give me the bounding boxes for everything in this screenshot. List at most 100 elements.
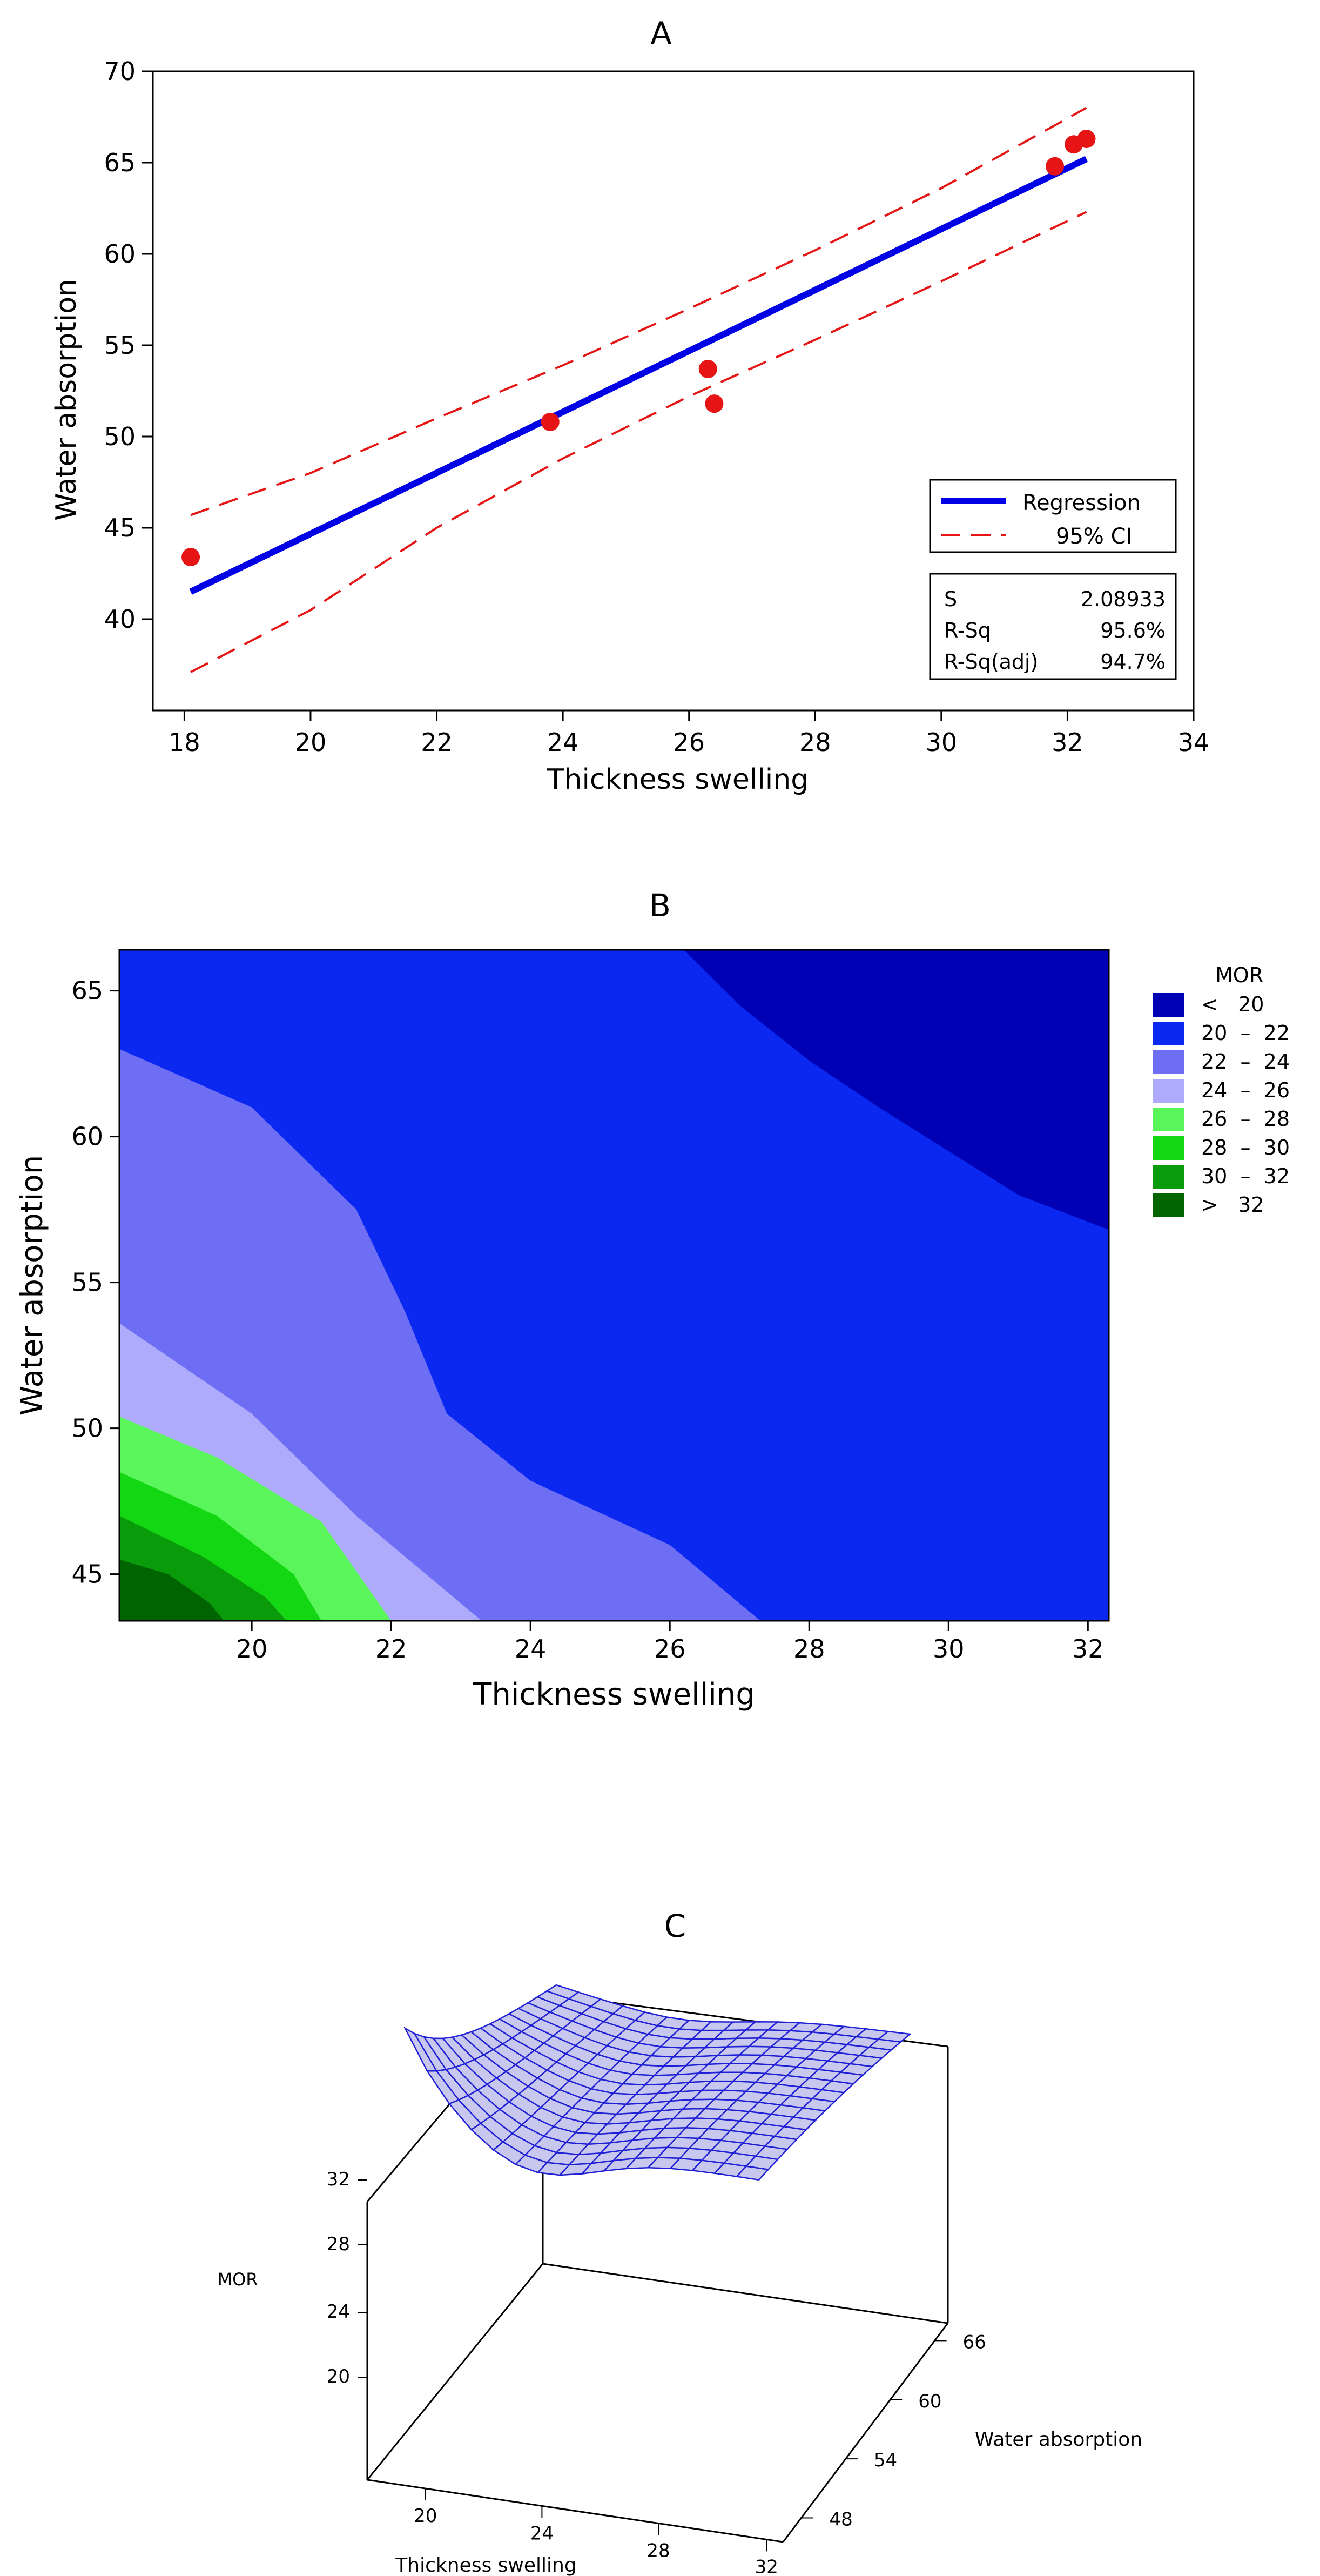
- legend-swatch: [1153, 1165, 1184, 1189]
- x-tick-label: 20: [236, 1634, 268, 1663]
- y-tick-label: 48: [830, 2508, 853, 2530]
- legend-label: 30 – 32: [1201, 1164, 1290, 1188]
- stat-value: 2.08933: [1081, 587, 1166, 611]
- data-point: [705, 394, 724, 413]
- panel-b-x-axis: 20 22 24 26 28 30 32: [236, 1621, 1104, 1663]
- panel-a: A 18 20 22 24 26 28 30 32 34 40 45 50 55 60 65 70 Thic…: [50, 15, 1209, 796]
- y-tick-label: 50: [71, 1414, 103, 1443]
- y-tick-label: 55: [104, 331, 136, 360]
- legend-label: 28 – 30: [1201, 1136, 1290, 1159]
- ci-lower-line: [190, 211, 1087, 673]
- x-tick-label: 28: [646, 2540, 670, 2562]
- y-tick-label: 50: [104, 422, 136, 451]
- legend-swatch: [1153, 1050, 1184, 1074]
- legend-swatch: [1153, 993, 1184, 1017]
- panel-b-legend: < 20 20 – 22 22 – 24 24 – 26 26 – 28 28 – 30 3…: [1153, 992, 1290, 1217]
- panel-a-x-axis: 18 20 22 24 26 28 30 32 34: [169, 710, 1209, 757]
- legend-swatch: [1153, 1022, 1184, 1045]
- y-tick-label: 65: [71, 976, 103, 1005]
- panel-b-x-label: Thickness swelling: [473, 1677, 755, 1712]
- legend-label: 26 – 28: [1201, 1107, 1290, 1131]
- panel-a-x-label: Thickness swelling: [547, 763, 809, 796]
- y-tick-label: 55: [71, 1268, 103, 1297]
- panel-c-x-label: Thickness swelling: [395, 2554, 576, 2576]
- data-point: [1077, 130, 1096, 149]
- x-tick-label: 28: [793, 1634, 825, 1663]
- y-tick-label: 60: [104, 239, 136, 269]
- z-tick-label: 24: [327, 2301, 350, 2323]
- x-tick-label: 26: [654, 1634, 686, 1663]
- panel-b-legend-title: MOR: [1215, 963, 1263, 987]
- panel-c: C 32 28 24 20 20 24 28 32 66 60 54 48 MOR Thickness…: [217, 1908, 1142, 2576]
- legend-label: 24 – 26: [1201, 1078, 1290, 1102]
- x-tick-label: 24: [530, 2523, 554, 2544]
- panel-b-title: B: [649, 887, 671, 924]
- y-tick-label: 54: [874, 2450, 897, 2471]
- legend-label: 22 – 24: [1201, 1050, 1290, 1074]
- x-tick-label: 32: [1072, 1634, 1104, 1663]
- panel-b-y-axis: 45 50 55 60 65: [71, 976, 119, 1589]
- panel-c-axes: 32 28 24 20 20 24 28 32 66 60 54 48: [327, 2169, 986, 2576]
- x-tick-label: 22: [421, 728, 453, 757]
- x-tick-label: 24: [515, 1634, 547, 1663]
- x-tick-label: 30: [933, 1634, 965, 1663]
- y-tick-label: 40: [104, 605, 136, 634]
- data-point: [541, 412, 560, 431]
- legend-swatch: [1153, 1108, 1184, 1131]
- y-tick-label: 66: [963, 2331, 986, 2353]
- y-tick-label: 70: [104, 57, 136, 86]
- data-point: [1046, 157, 1065, 176]
- panel-b-contour-fills: [119, 950, 1109, 1621]
- stat-label: R-Sq: [944, 619, 991, 642]
- x-tick-label: 20: [295, 728, 327, 757]
- legend-swatch: [1153, 1136, 1184, 1160]
- legend-label: < 20: [1201, 992, 1264, 1016]
- stat-label: S: [944, 587, 957, 611]
- stat-value: 94.7%: [1100, 650, 1166, 674]
- box-edge: [782, 2323, 949, 2543]
- y-tick-label: 65: [104, 148, 136, 177]
- legend-label: 20 – 22: [1201, 1021, 1290, 1045]
- x-tick-label: 32: [1052, 728, 1083, 757]
- surface-cell: [877, 2030, 912, 2043]
- y-tick-label: 60: [918, 2391, 941, 2412]
- panel-b-plot-frame: [118, 949, 1110, 1622]
- legend-box: [929, 479, 1177, 553]
- legend-swatch: [1153, 1079, 1184, 1103]
- x-tick-label: 18: [169, 728, 200, 757]
- panel-c-z-label: MOR: [217, 2269, 258, 2290]
- panel-b-y-label: Water absorption: [15, 1155, 50, 1416]
- legend-swatch: [1153, 1193, 1184, 1217]
- x-tick-label: 20: [414, 2505, 437, 2527]
- panel-a-legend: Regression 95% CI: [929, 479, 1177, 553]
- panel-a-y-label: Water absorption: [50, 279, 83, 521]
- panel-a-series: [181, 106, 1096, 673]
- box-edge: [367, 2479, 784, 2543]
- box-edge: [542, 2263, 948, 2324]
- y-tick-label: 45: [71, 1560, 103, 1589]
- z-tick-label: 20: [327, 2366, 350, 2387]
- contour-region: [684, 950, 1109, 1230]
- x-tick-label: 26: [673, 728, 705, 757]
- data-point: [181, 548, 200, 567]
- z-tick-label: 28: [327, 2233, 350, 2255]
- panel-c-surface: [403, 1984, 912, 2181]
- panel-c-title: C: [664, 1908, 686, 1944]
- y-tick-label: 45: [104, 513, 136, 542]
- panel-a-y-axis: 40 45 50 55 60 65 70: [104, 57, 153, 634]
- y-tick-label: 60: [71, 1122, 103, 1151]
- regression-line: [189, 156, 1088, 595]
- panel-a-title: A: [650, 15, 672, 52]
- stats-box: [929, 573, 1177, 680]
- x-tick-label: 34: [1178, 728, 1210, 757]
- stat-label: R-Sq(adj): [944, 650, 1038, 674]
- contour-region: [119, 1559, 224, 1621]
- legend-regression-label: Regression: [1022, 491, 1141, 515]
- stat-value: 95.6%: [1100, 619, 1166, 642]
- data-point: [698, 359, 717, 378]
- legend-label: > 32: [1201, 1193, 1264, 1217]
- x-tick-label: 32: [755, 2556, 778, 2576]
- x-tick-label: 30: [926, 728, 958, 757]
- x-tick-label: 28: [799, 728, 831, 757]
